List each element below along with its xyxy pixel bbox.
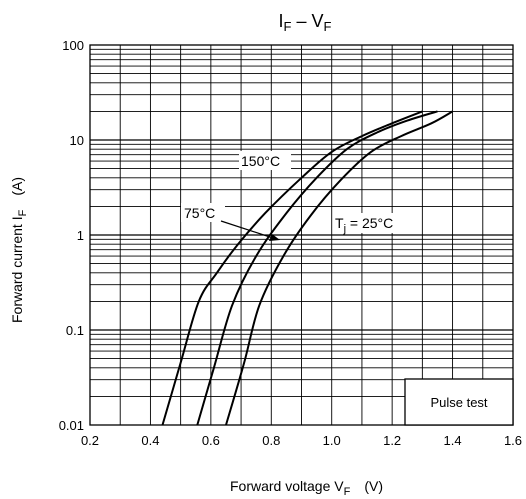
curve-75c — [196, 110, 438, 426]
x-tick-label: 1.6 — [504, 433, 522, 448]
x-tick-label: 0.8 — [262, 433, 280, 448]
x-tick-label: 1.2 — [383, 433, 401, 448]
curves — [161, 110, 454, 426]
x-tick-label: 1.4 — [444, 433, 462, 448]
y-axis-label-unit: (A) — [9, 177, 25, 196]
x-axis-label-text: Forward voltage V — [230, 478, 344, 494]
y-tick-label: 0.1 — [66, 323, 84, 338]
y-tick-label: 1 — [77, 228, 84, 243]
curve-150c — [161, 110, 423, 426]
label-tj-j: j — [343, 223, 346, 235]
label-tj-rest: = 25°C — [346, 215, 393, 231]
x-tick-label: 0.6 — [202, 433, 220, 448]
title-dash-v: – V — [291, 11, 323, 31]
title-sub-f: F — [284, 19, 292, 34]
x-axis-label-unit: (V) — [364, 478, 383, 494]
x-axis-label-sub: F — [344, 486, 351, 498]
label-tj-bg — [333, 213, 409, 233]
y-axis-label-text: Forward current I — [9, 216, 25, 323]
label-tj: Tj = 25°C — [335, 215, 393, 235]
pulse-test-label: Pulse test — [430, 395, 487, 410]
x-tick-label: 1.0 — [323, 433, 341, 448]
curve-25c — [225, 110, 454, 426]
y-axis-label-sub: F — [17, 209, 29, 216]
grid — [90, 45, 513, 425]
y-tick-label: 0.01 — [59, 418, 84, 433]
y-axis-label: Forward current IF (A) — [9, 177, 29, 323]
title-sub-f2: F — [324, 19, 332, 34]
title-i: I — [279, 11, 284, 31]
y-tick-label: 10 — [70, 133, 84, 148]
label-75: 75°C — [184, 205, 215, 221]
arrow-75-head — [269, 234, 280, 241]
label-150-bg — [239, 151, 291, 170]
x-tick-label: 0.4 — [141, 433, 159, 448]
plot-frame — [89, 44, 514, 426]
y-tick-label: 100 — [62, 38, 84, 53]
x-tick-label: 0.2 — [81, 433, 99, 448]
pulse-test-box — [404, 378, 514, 426]
label-75-bg — [181, 203, 225, 222]
label-tj-t: T — [335, 215, 344, 231]
chart-title: IF – VF — [279, 11, 332, 34]
tick-labels: 0.2 0.4 0.6 0.8 1.0 1.2 1.4 1.6 0.01 0.1 1 10 100 — [59, 38, 522, 448]
x-axis-label: Forward voltage VF (V) — [230, 478, 383, 498]
arrow-75-line — [220, 220, 277, 240]
label-150: 150°C — [241, 153, 280, 169]
